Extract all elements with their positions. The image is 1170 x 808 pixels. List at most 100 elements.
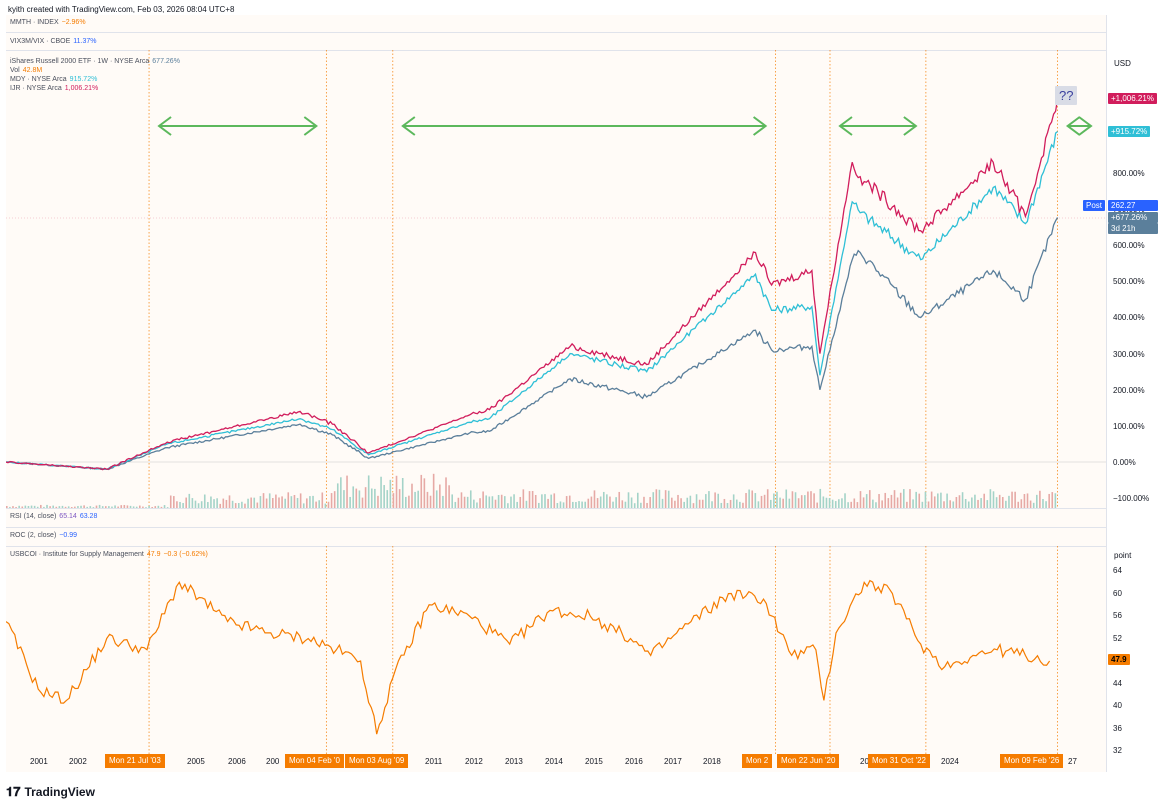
tradingview-logo-icon: 𝟏𝟕 — [6, 784, 21, 799]
volume-bar — [166, 507, 169, 508]
main-price-chart[interactable] — [6, 50, 1106, 508]
volume-bar — [943, 501, 945, 508]
volume-bar — [850, 501, 853, 508]
volume-bar — [83, 505, 85, 508]
volume-bar — [12, 506, 14, 508]
volume-bar — [439, 484, 441, 508]
volume-bar — [946, 493, 948, 508]
volume-bar — [145, 507, 147, 508]
chart-frame[interactable] — [6, 15, 1106, 772]
time-axis-label: 2005 — [187, 757, 205, 766]
volume-bar — [395, 475, 398, 508]
volume-bar — [312, 495, 314, 508]
volume-bar — [256, 502, 259, 508]
time-axis-label: 200 — [266, 757, 280, 766]
volume-bar — [361, 497, 364, 508]
volume-bar — [989, 489, 992, 508]
volume-bar — [878, 494, 880, 508]
volume-bar — [649, 497, 651, 508]
volume-bar — [794, 492, 797, 508]
time-highlight-badge: Mon 09 Feb '26 — [1000, 754, 1064, 768]
volume-bar — [538, 502, 540, 508]
pane-separator[interactable] — [6, 50, 1106, 51]
legend-name: RSI (14, close) — [10, 513, 57, 520]
volume-bar — [590, 496, 593, 508]
volume-bar — [909, 489, 911, 508]
volume-bar — [599, 496, 602, 508]
volume-bar — [732, 494, 735, 508]
volume-bar — [683, 501, 685, 508]
legend-roc[interactable]: ROC (2, close) −0.99 — [10, 532, 77, 539]
volume-bar — [782, 498, 784, 508]
volume-bar — [581, 501, 583, 508]
volume-bar — [244, 503, 246, 508]
chart-credit: kyith created with TradingView.com, Feb … — [8, 5, 235, 14]
volume-bar — [448, 485, 450, 508]
price-axis[interactable] — [1106, 15, 1170, 772]
question-marks-annotation[interactable]: ?? — [1055, 86, 1078, 105]
axis-tick-label: 0.00% — [1113, 457, 1136, 467]
volume-bar — [742, 502, 744, 508]
volume-bar — [872, 499, 874, 508]
volume-bar — [148, 505, 150, 508]
volume-bar — [890, 494, 893, 508]
volume-bar — [336, 483, 339, 508]
legend-ijr[interactable]: IJR · NYSE Arca 1,006.21% — [10, 85, 98, 92]
volume-bar — [513, 494, 515, 508]
axis-tick-label: 44 — [1113, 678, 1122, 688]
volume-bar — [980, 498, 982, 508]
volume-bar — [55, 506, 58, 508]
axis-tick-label: 60 — [1113, 588, 1122, 598]
volume-bar — [541, 494, 543, 508]
legend-rsi[interactable]: RSI (14, close) 65.14 63.28 — [10, 513, 97, 520]
volume-bar — [191, 498, 194, 508]
pane-separator[interactable] — [6, 508, 1106, 509]
volume-bar — [367, 475, 370, 508]
legend-mdy[interactable]: MDY · NYSE Arca 915.72% — [10, 76, 97, 83]
volume-bar — [686, 497, 689, 508]
legend-value: 677.26% — [152, 58, 180, 65]
volume-bar — [618, 491, 621, 508]
ism-chart[interactable] — [6, 546, 1106, 754]
volume-bar — [525, 500, 528, 508]
volume-bar — [494, 499, 497, 508]
volume-bar — [401, 478, 404, 508]
volume-bar — [788, 498, 791, 508]
pane-separator[interactable] — [6, 32, 1106, 33]
volume-bar — [1023, 494, 1026, 508]
volume-bar — [451, 494, 454, 508]
pane-separator[interactable] — [6, 527, 1106, 528]
volume-bar — [222, 498, 225, 508]
volume-bar — [64, 506, 67, 508]
volume-bar — [36, 506, 39, 508]
time-highlight-badge: Mon 31 Oct '22 — [868, 754, 930, 768]
tradingview-logo[interactable]: 𝟏𝟕 TradingView — [6, 784, 95, 800]
volume-bar — [612, 501, 614, 508]
legend-vol[interactable]: Vol 42.8M — [10, 67, 42, 74]
volume-bar — [15, 507, 17, 508]
volume-bar — [197, 503, 200, 508]
legend-vix[interactable]: VIX3M/VIX · CBOE 11.37% — [10, 38, 97, 45]
axis-tick-label: 36 — [1113, 723, 1122, 733]
volume-bar — [677, 494, 679, 508]
legend-ism[interactable]: USBCOI · Institute for Supply Management… — [10, 551, 208, 558]
legend-mmth[interactable]: MMTH · INDEX −2.96% — [10, 19, 86, 26]
legend-iwm[interactable]: iShares Russell 2000 ETF · 1W · NYSE Arc… — [10, 58, 180, 65]
volume-bar — [1045, 501, 1047, 508]
volume-bar — [977, 499, 979, 508]
volume-bar — [101, 506, 104, 508]
volume-bar — [213, 499, 215, 508]
volume-bar — [157, 505, 160, 508]
volume-bar — [163, 505, 166, 508]
volume-bar — [1051, 492, 1054, 508]
volume-bar — [695, 494, 698, 508]
volume-bar — [757, 501, 760, 508]
volume-bar — [899, 492, 902, 508]
volume-bar — [374, 488, 376, 508]
volume-bar — [340, 477, 342, 508]
volume-bar — [386, 490, 389, 508]
volume-bar — [902, 489, 905, 508]
pane-separator[interactable] — [6, 546, 1106, 547]
axis-tick-label: 600.00% — [1113, 241, 1145, 251]
volume-bar — [284, 498, 286, 508]
